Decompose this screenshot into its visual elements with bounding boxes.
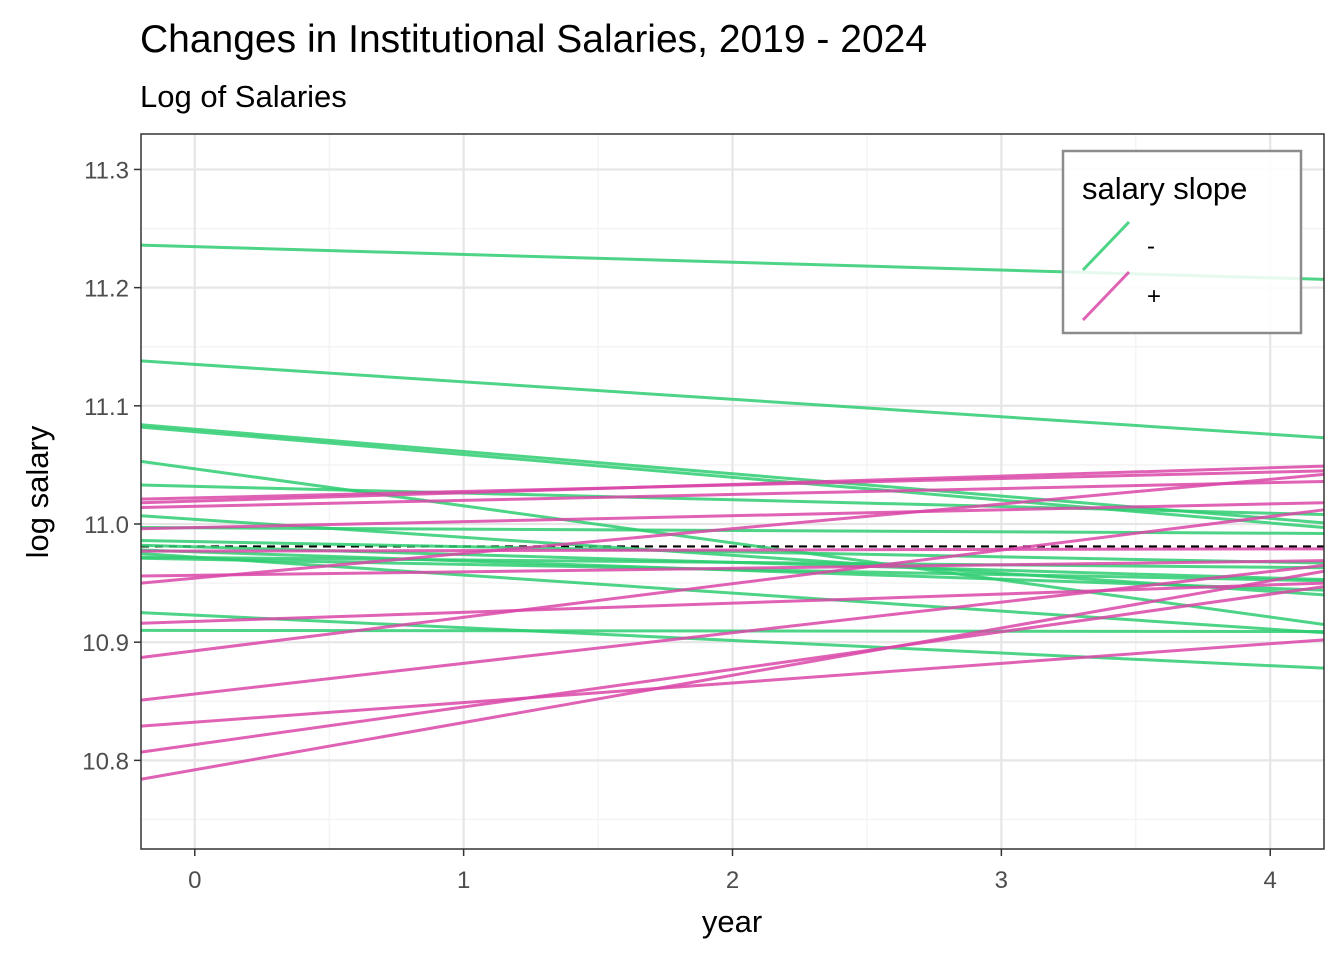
series-line-positive: [140, 472, 1325, 585]
legend-key-line: [1081, 270, 1131, 322]
legend-entries: -+: [1081, 220, 1161, 322]
y-tick-label: 10.8: [82, 748, 129, 775]
series-line-positive: [140, 569, 1325, 781]
x-axis-label: year: [702, 904, 762, 939]
series-line-positive: [140, 563, 1325, 702]
series-line-negative: [140, 359, 1325, 440]
series-line-positive: [140, 464, 1325, 505]
x-tick-label: 4: [1264, 867, 1277, 894]
legend-title: salary slope: [1082, 171, 1247, 206]
y-tick-label: 11.2: [84, 276, 129, 303]
series-line-positive: [140, 479, 1325, 509]
legend-box: [1061, 149, 1303, 335]
series-line-negative: [140, 526, 1325, 535]
series-line-positive: [140, 501, 1325, 531]
series-line-negative: [140, 539, 1325, 565]
chart-subtitle: Log of Salaries: [140, 79, 347, 114]
y-tick-label: 11.1: [84, 394, 129, 421]
x-tick-label: 0: [188, 867, 201, 894]
legend: salary slope -+: [1061, 149, 1303, 335]
series-line-positive: [140, 559, 1325, 578]
legend-entry-label: +: [1147, 283, 1161, 310]
x-tick-label: 1: [457, 867, 470, 894]
series-line-positive: [140, 638, 1325, 728]
series-line-negative: [140, 555, 1325, 570]
series-line-positive: [140, 581, 1325, 625]
y-tick-label: 11.3: [84, 157, 129, 184]
y-axis-ticks: 10.8 10.9 11.0 11.1 11.2 11.3: [82, 157, 141, 775]
x-tick-label: 3: [995, 867, 1008, 894]
series-line-positive: [140, 547, 1325, 553]
series-line-positive: [140, 585, 1325, 754]
chart-title: Changes in Institutional Salaries, 2019 …: [140, 18, 927, 61]
series-line-negative: [140, 611, 1325, 670]
x-tick-label: 2: [726, 867, 739, 894]
legend-entry-label: -: [1147, 233, 1155, 260]
series-line-negative: [140, 483, 1325, 517]
x-axis-ticks: 0 1 2 3 4: [188, 849, 1277, 894]
series-line-negative: [140, 628, 1325, 634]
series-line-negative: [140, 552, 1325, 635]
y-tick-label: 10.9: [82, 630, 129, 657]
series-line-positive: [140, 508, 1325, 660]
y-axis-label: log salary: [20, 425, 55, 558]
legend-key-line: [1081, 220, 1131, 272]
y-tick-label: 11.0: [84, 512, 129, 539]
